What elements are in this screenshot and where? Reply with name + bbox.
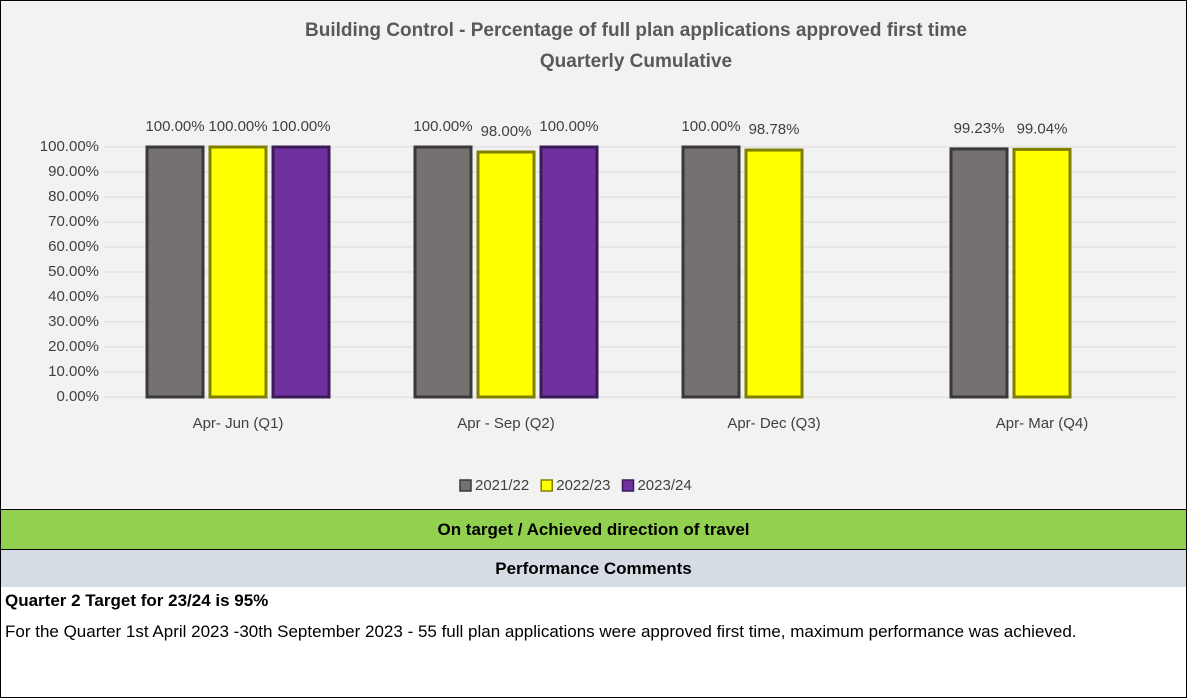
data-label: 100.00% xyxy=(271,118,330,135)
data-label: 100.00% xyxy=(539,118,598,135)
y-tick-label: 50.00% xyxy=(48,263,99,280)
data-label: 99.04% xyxy=(1017,120,1068,137)
chart-subtitle: Quarterly Cumulative xyxy=(540,51,732,72)
legend-label: 2022/23 xyxy=(556,477,610,494)
x-tick-label: Apr- Mar (Q4) xyxy=(996,415,1089,432)
data-label: 98.78% xyxy=(749,121,800,138)
bar xyxy=(539,145,599,399)
bar xyxy=(476,150,536,399)
legend-swatch xyxy=(459,479,472,492)
bar xyxy=(208,145,268,399)
y-tick-label: 30.00% xyxy=(48,313,99,330)
bar xyxy=(1012,147,1072,399)
y-tick-label: 70.00% xyxy=(48,213,99,230)
data-label: 98.00% xyxy=(481,123,532,140)
y-tick-label: 40.00% xyxy=(48,288,99,305)
bar xyxy=(949,147,1009,399)
bar xyxy=(681,145,741,399)
comments-heading: Performance Comments xyxy=(1,549,1186,587)
x-tick-label: Apr- Jun (Q1) xyxy=(193,415,284,432)
y-tick-label: 80.00% xyxy=(48,188,99,205)
legend-swatch xyxy=(540,479,553,492)
data-label: 100.00% xyxy=(145,118,204,135)
chart-title: Building Control - Percentage of full pl… xyxy=(305,20,967,41)
y-tick-label: 10.00% xyxy=(48,363,99,380)
x-tick-label: Apr - Sep (Q2) xyxy=(457,415,555,432)
bar xyxy=(271,145,331,399)
bar xyxy=(145,145,205,399)
legend-label: 2021/22 xyxy=(475,477,529,494)
x-tick-label: Apr- Dec (Q3) xyxy=(727,415,820,432)
bar xyxy=(744,148,804,399)
bar xyxy=(413,145,473,399)
legend-swatch xyxy=(621,479,635,492)
target-text: Quarter 2 Target for 23/24 is 95% xyxy=(5,591,269,610)
y-tick-label: 100.00% xyxy=(40,138,99,155)
y-tick-label: 90.00% xyxy=(48,163,99,180)
data-label: 100.00% xyxy=(681,118,740,135)
y-tick-label: 60.00% xyxy=(48,238,99,255)
y-tick-label: 0.00% xyxy=(56,388,99,405)
comment-text: For the Quarter 1st April 2023 -30th Sep… xyxy=(5,622,1077,641)
data-label: 100.00% xyxy=(413,118,472,135)
data-label: 99.23% xyxy=(954,120,1005,137)
chart: Building Control - Percentage of full pl… xyxy=(1,1,1186,509)
data-label: 100.00% xyxy=(208,118,267,135)
y-tick-label: 20.00% xyxy=(48,338,99,355)
status-banner: On target / Achieved direction of travel xyxy=(1,509,1186,549)
legend-label: 2023/24 xyxy=(637,477,691,494)
